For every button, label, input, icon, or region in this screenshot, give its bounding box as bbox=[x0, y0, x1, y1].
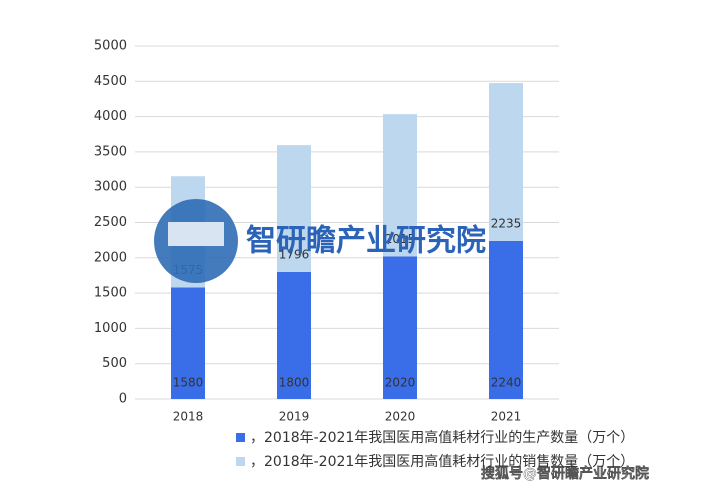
y-tick-label: 3500 bbox=[94, 144, 127, 159]
legend-swatch bbox=[236, 433, 245, 442]
y-tick-label: 1500 bbox=[94, 286, 127, 301]
y-tick-label: 2500 bbox=[94, 215, 127, 230]
y-tick-label: 4000 bbox=[94, 109, 127, 124]
bar-segment bbox=[489, 240, 523, 399]
x-tick-label: 2019 bbox=[279, 410, 310, 424]
logo-building bbox=[168, 222, 224, 246]
y-tick-label: 0 bbox=[119, 392, 127, 407]
data-label: 2015 bbox=[385, 232, 416, 246]
y-tick-label: 1000 bbox=[94, 321, 127, 336]
bar-segment bbox=[277, 271, 311, 399]
legend-swatch bbox=[236, 457, 245, 466]
data-label: 2020 bbox=[385, 376, 416, 390]
data-label: 2240 bbox=[491, 376, 522, 390]
y-tick-label: 3000 bbox=[94, 180, 127, 195]
y-tick-label: 5000 bbox=[94, 39, 127, 54]
x-tick-label: 2021 bbox=[491, 410, 522, 424]
data-label: 1796 bbox=[279, 247, 310, 261]
x-tick-label: 2020 bbox=[385, 410, 416, 424]
y-tick-label: 4500 bbox=[94, 74, 127, 89]
bar-segment bbox=[489, 83, 523, 241]
data-label: 1800 bbox=[279, 376, 310, 390]
data-label: 2235 bbox=[491, 216, 522, 230]
bar-segment bbox=[277, 145, 311, 272]
x-tick-label: 2018 bbox=[173, 410, 204, 424]
logo-text: 智研瞻产业研究院 bbox=[246, 224, 486, 259]
bar-segment bbox=[383, 114, 417, 257]
y-tick-label: 2000 bbox=[94, 250, 127, 265]
bar-segment bbox=[383, 256, 417, 399]
y-tick-label: 500 bbox=[102, 356, 127, 371]
legend-label: ，2018年-2021年我国医用高值耗材行业的销售数量（万个） bbox=[250, 453, 634, 470]
legend-label: ，2018年-2021年我国医用高值耗材行业的生产数量（万个） bbox=[250, 429, 634, 446]
data-label: 1580 bbox=[173, 376, 204, 390]
bar-segment bbox=[171, 287, 205, 399]
source-watermark: 搜狐号@智研瞻产业研究院 bbox=[481, 465, 649, 482]
